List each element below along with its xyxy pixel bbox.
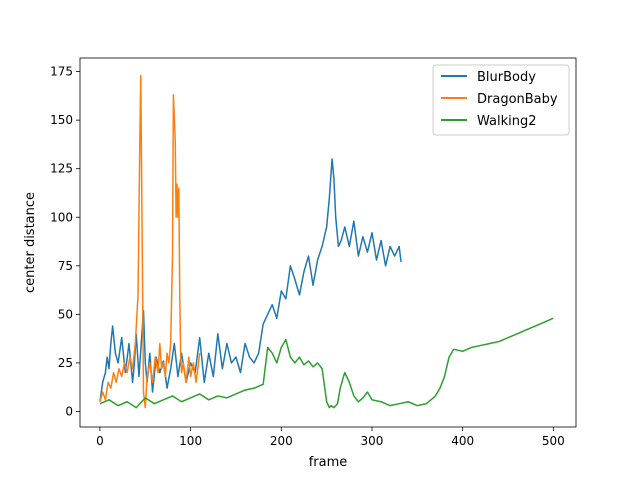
x-tick-label: 200 xyxy=(270,434,293,448)
series-layer xyxy=(99,74,554,409)
y-tick-label: 50 xyxy=(58,307,73,321)
y-tick-label: 25 xyxy=(58,356,73,370)
axes-layer: 0 100 200 300 400 500 0 25 50 75 100 125 150 175 xyxy=(50,57,577,448)
y-tick-label: 150 xyxy=(50,113,73,127)
y-tick-label: 75 xyxy=(58,259,73,273)
y-tick-label: 0 xyxy=(65,404,73,418)
legend-label-blurbody: BlurBody xyxy=(477,70,536,85)
x-tick-label: 100 xyxy=(179,434,202,448)
legend: BlurBody DragonBaby Walking2 xyxy=(432,64,570,136)
x-tick-label: 400 xyxy=(451,434,474,448)
y-tick-label: 175 xyxy=(50,65,73,79)
y-tick-label: 100 xyxy=(50,210,73,224)
x-tick-label: 500 xyxy=(542,434,565,448)
x-tick-label: 300 xyxy=(361,434,384,448)
x-axis-label: frame xyxy=(309,455,348,470)
y-axis-label: center distance xyxy=(23,192,38,293)
x-tick-label: 0 xyxy=(96,434,104,448)
series-line-dragonbaby xyxy=(99,74,201,409)
plot-frame xyxy=(79,57,577,428)
legend-box xyxy=(432,64,570,136)
series-line-walking2 xyxy=(99,317,554,409)
legend-label-walking2: Walking2 xyxy=(477,114,537,129)
y-tick-label: 125 xyxy=(50,162,73,176)
legend-label-dragonbaby: DragonBaby xyxy=(477,92,558,107)
